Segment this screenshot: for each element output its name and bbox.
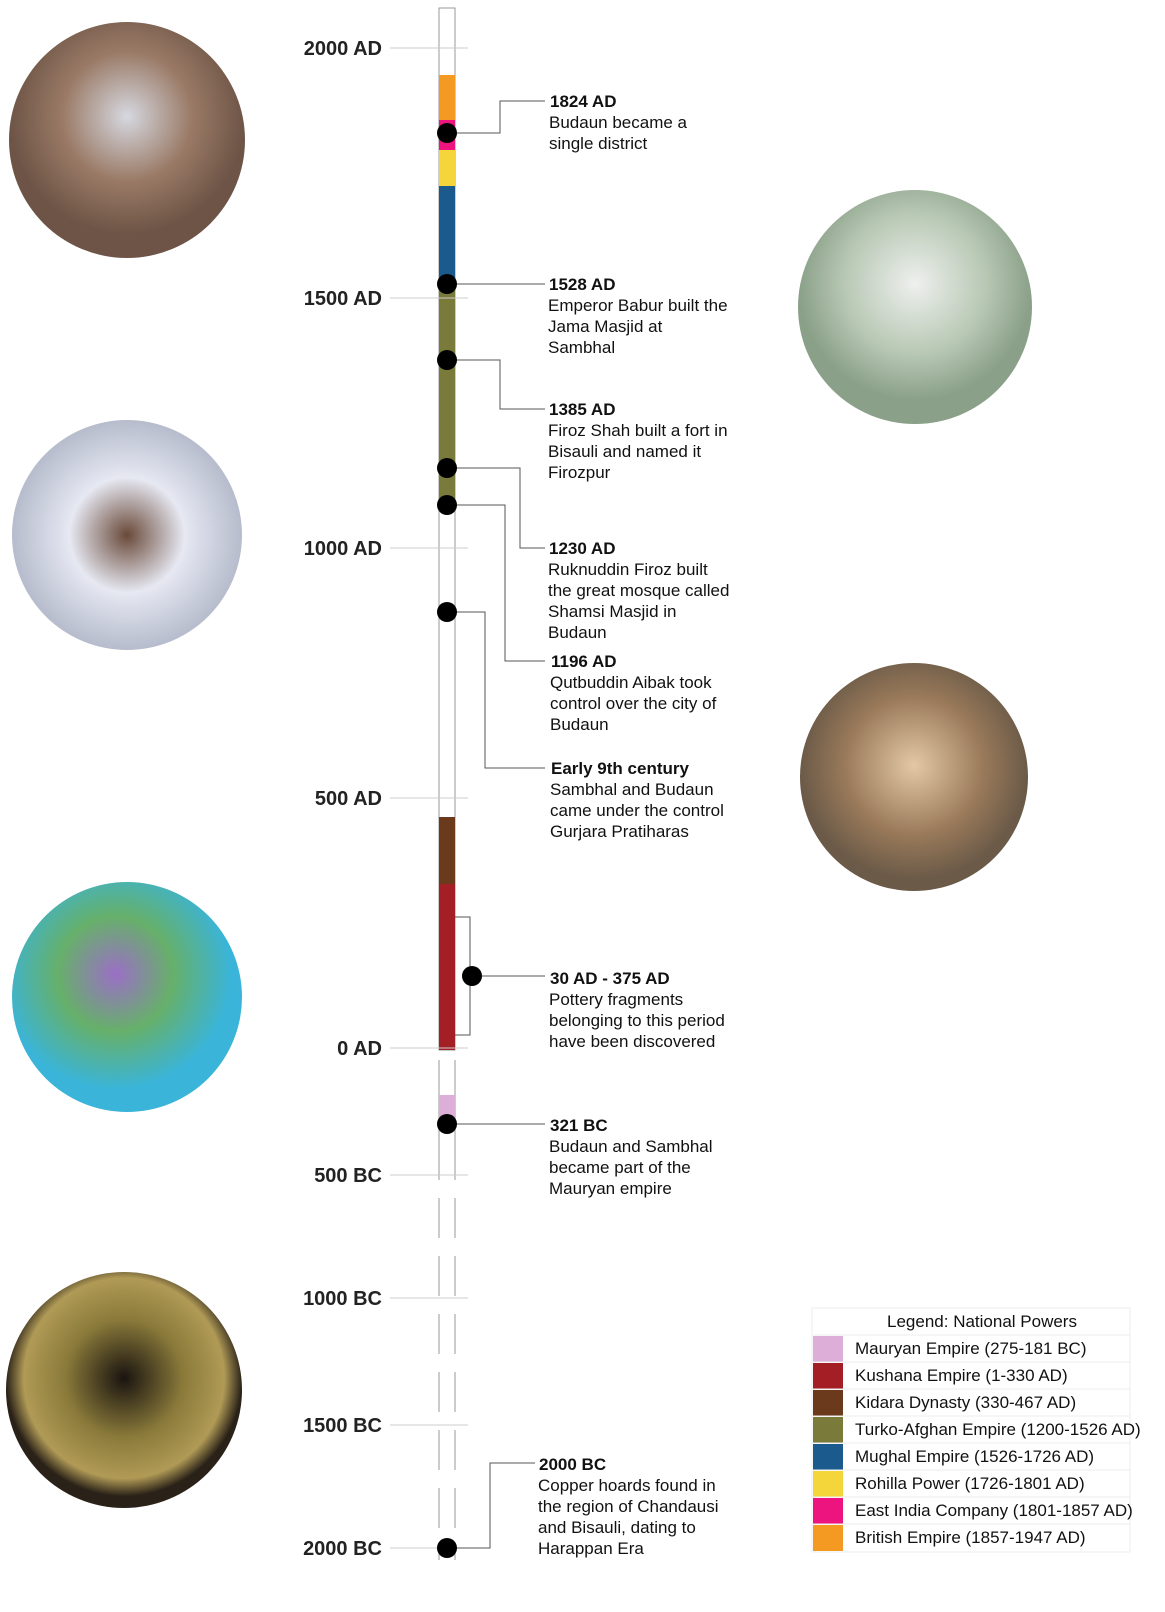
- legend-label: Rohilla Power (1726-1801 AD): [855, 1474, 1085, 1493]
- legend-swatch: [813, 1390, 843, 1416]
- event-text: the region of Chandausi: [538, 1497, 719, 1516]
- legend-swatch: [813, 1336, 843, 1362]
- event-text: Mauryan empire: [549, 1179, 672, 1198]
- event-text: became part of the: [549, 1158, 691, 1177]
- event-text: Sambhal: [548, 338, 615, 357]
- event-date: 2000 BC: [539, 1455, 606, 1474]
- period: [439, 186, 455, 284]
- event-text: Sambhal and Budaun: [550, 780, 714, 799]
- period: [439, 817, 455, 884]
- event-dot: [437, 1114, 457, 1134]
- timeline-bar: [439, 8, 455, 1560]
- event-text: Jama Masjid at: [548, 317, 663, 336]
- photos: [6, 22, 1032, 1508]
- event-text: Bisauli and named it: [548, 442, 701, 461]
- event-text: Harappan Era: [538, 1539, 644, 1558]
- event-text: Budaun: [548, 623, 607, 642]
- axis-label: 500 BC: [314, 1165, 382, 1187]
- event-text: Ruknuddin Firoz built: [548, 560, 708, 579]
- event-date: Early 9th century: [551, 759, 689, 778]
- legend-label: Kushana Empire (1-330 AD): [855, 1366, 1068, 1385]
- event-dot: [462, 966, 482, 986]
- legend-swatch: [813, 1363, 843, 1389]
- event-date: 321 BC: [550, 1116, 608, 1135]
- event-text: Qutbuddin Aibak took: [550, 673, 712, 692]
- photo: [12, 420, 242, 650]
- axis-label: 0 AD: [337, 1038, 382, 1060]
- event-text: Shamsi Masjid in: [548, 602, 677, 621]
- connector: [447, 505, 545, 661]
- event-date: 1196 AD: [551, 652, 617, 671]
- legend-label: East India Company (1801-1857 AD): [855, 1501, 1133, 1520]
- axis-label: 1500 AD: [304, 288, 382, 310]
- event-dot: [437, 495, 457, 515]
- event-dot: [437, 350, 457, 370]
- legend-title: Legend: National Powers: [887, 1312, 1077, 1331]
- legend-swatch: [813, 1444, 843, 1470]
- event-date: 1824 AD: [550, 92, 616, 111]
- legend: Legend: National Powers Mauryan Empire (2…: [812, 1308, 1141, 1552]
- legend-label: British Empire (1857-1947 AD): [855, 1528, 1086, 1547]
- legend-label: Kidara Dynasty (330-467 AD): [855, 1393, 1076, 1412]
- event-dot: [437, 1538, 457, 1558]
- event-date: 1230 AD: [549, 539, 615, 558]
- event-dot: [437, 274, 457, 294]
- photo: [800, 663, 1028, 891]
- period: [439, 884, 455, 1050]
- axis-label: 1000 AD: [304, 538, 382, 560]
- photo: [798, 190, 1032, 424]
- event-text: Budaun and Sambhal: [549, 1137, 713, 1156]
- connector: [447, 360, 545, 409]
- legend-swatch: [813, 1498, 843, 1524]
- event-text: have been discovered: [549, 1032, 715, 1051]
- legend-swatch: [813, 1525, 843, 1551]
- connector: [447, 1463, 535, 1548]
- event-text: the great mosque called: [548, 581, 729, 600]
- event-text: Firoz Shah built a fort in: [548, 421, 728, 440]
- photo: [12, 882, 242, 1112]
- event-text: Gurjara Pratiharas: [550, 822, 689, 841]
- photo: [9, 22, 245, 258]
- event-dot: [437, 123, 457, 143]
- axis-label: 2000 AD: [304, 38, 382, 60]
- event-text: Budaun: [550, 715, 609, 734]
- legend-label: Mauryan Empire (275-181 BC): [855, 1339, 1086, 1358]
- event-text: Pottery fragments: [549, 990, 683, 1009]
- event-date: 30 AD - 375 AD: [550, 969, 670, 988]
- legend-swatch: [813, 1417, 843, 1443]
- event-text: came under the control: [550, 801, 724, 820]
- event-dot: [437, 458, 457, 478]
- legend-label: Mughal Empire (1526-1726 AD): [855, 1447, 1094, 1466]
- connector: [447, 612, 545, 768]
- event-date: 1528 AD: [549, 275, 615, 294]
- timeline: 2000 AD 1500 AD 1000 AD 500 AD 0 AD 500 BC 100…: [0, 0, 1165, 1612]
- event-text: Emperor Babur built the: [548, 296, 728, 315]
- axis-label: 500 AD: [315, 788, 382, 810]
- event-text: single district: [549, 134, 648, 153]
- photo: [6, 1272, 242, 1508]
- event-text: belonging to this period: [549, 1011, 725, 1030]
- event-dot: [437, 602, 457, 622]
- axis-label: 1500 BC: [303, 1415, 382, 1437]
- event-text: Budaun became a: [549, 113, 688, 132]
- event-text: Copper hoards found in: [538, 1476, 716, 1495]
- event-text: control over the city of: [550, 694, 717, 713]
- axis-label: 2000 BC: [303, 1538, 382, 1560]
- event-date: 1385 AD: [549, 400, 615, 419]
- axis-label: 1000 BC: [303, 1288, 382, 1310]
- event-text: and Bisauli, dating to: [538, 1518, 696, 1537]
- legend-swatch: [813, 1471, 843, 1497]
- event-text: Firozpur: [548, 463, 611, 482]
- connector: [447, 468, 545, 548]
- period: [439, 150, 455, 186]
- legend-label: Turko-Afghan Empire (1200-1526 AD): [855, 1420, 1141, 1439]
- period: [439, 75, 455, 120]
- connector: [447, 101, 545, 133]
